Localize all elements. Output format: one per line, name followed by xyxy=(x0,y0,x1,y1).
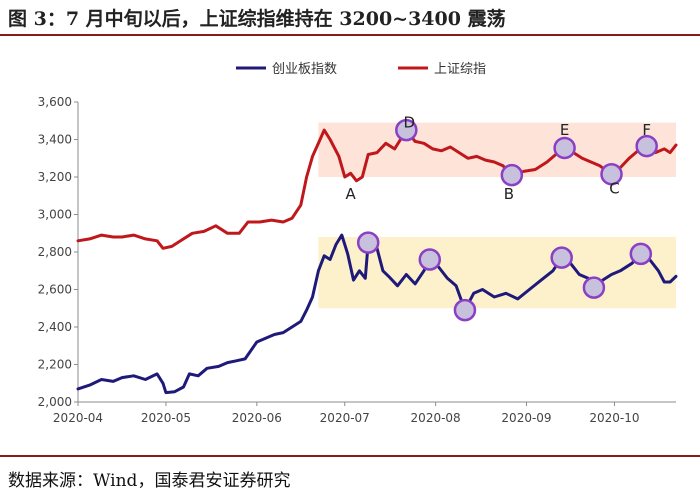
figure-title: 图 3：7 月中旬以后，上证综指维持在 3200~3400 震荡 xyxy=(8,8,506,30)
title-bar: 图 3：7 月中旬以后，上证综指维持在 3200~3400 震荡 xyxy=(0,0,700,36)
highlight-marker xyxy=(453,298,477,322)
highlight-marker xyxy=(500,163,524,187)
chinext-series-line xyxy=(76,233,678,395)
annotation-label-b: B xyxy=(504,185,514,203)
x-tick-label: 2020-09 xyxy=(501,411,551,425)
annotations: A D B E C F xyxy=(345,114,651,203)
legend: 创业板指数 上证综指 xyxy=(236,62,486,77)
x-tick-label: 2020-07 xyxy=(320,411,370,425)
source-note: 数据来源：Wind，国泰君安证券研究 xyxy=(8,471,291,491)
range-bands xyxy=(318,122,676,309)
annotation-label-d: D xyxy=(403,114,415,132)
y-tick-label: 2,200 xyxy=(38,358,72,372)
highlight-marker xyxy=(395,118,418,142)
y-tick-label: 3,200 xyxy=(38,170,72,184)
highlight-marker xyxy=(553,136,576,160)
y-tick-label: 3,000 xyxy=(38,208,72,222)
x-tick-label: 2020-08 xyxy=(411,411,461,425)
x-tick-label: 2020-04 xyxy=(53,411,103,425)
y-tick-label: 2,800 xyxy=(38,245,72,259)
highlight-marker xyxy=(629,242,653,266)
highlight-markers xyxy=(356,118,658,322)
y-tick-label: 2,000 xyxy=(38,395,72,409)
highlight-marker xyxy=(356,231,380,254)
range-band-1 xyxy=(318,122,676,177)
annotation-label-e: E xyxy=(560,121,569,139)
x-tick-label: 2020-05 xyxy=(141,411,191,425)
highlight-marker xyxy=(418,248,442,271)
series-lines xyxy=(76,128,678,395)
legend-label-chinext: 创业板指数 xyxy=(272,62,337,77)
y-tick-label: 2,600 xyxy=(38,283,72,297)
x-tick-label: 2020-10 xyxy=(589,411,639,425)
legend-label-sse: 上证综指 xyxy=(434,62,486,77)
source-divider xyxy=(0,455,700,457)
chart-svg: 创业板指数 上证综指 2,000 2,200 2,400 2,600 2,800 3,000… xyxy=(38,62,678,425)
highlight-marker xyxy=(582,276,606,299)
annotation-label-a: A xyxy=(345,185,356,203)
highlight-marker xyxy=(600,162,623,186)
chart-container: 创业板指数 上证综指 2,000 2,200 2,400 2,600 2,800 3,000… xyxy=(0,38,700,438)
axes: 2,000 2,200 2,400 2,600 2,800 3,000 3,200 3,400… xyxy=(38,95,676,425)
y-tick-label: 3,600 xyxy=(38,95,72,109)
y-tick-label: 2,400 xyxy=(38,320,72,334)
y-tick-label: 3,400 xyxy=(38,133,72,147)
sse-series-line xyxy=(76,128,678,250)
annotation-label-f: F xyxy=(642,121,651,139)
annotation-label-c: C xyxy=(609,179,619,197)
highlight-marker xyxy=(550,246,573,269)
highlight-marker xyxy=(635,134,658,158)
x-tick-label: 2020-06 xyxy=(232,411,282,425)
